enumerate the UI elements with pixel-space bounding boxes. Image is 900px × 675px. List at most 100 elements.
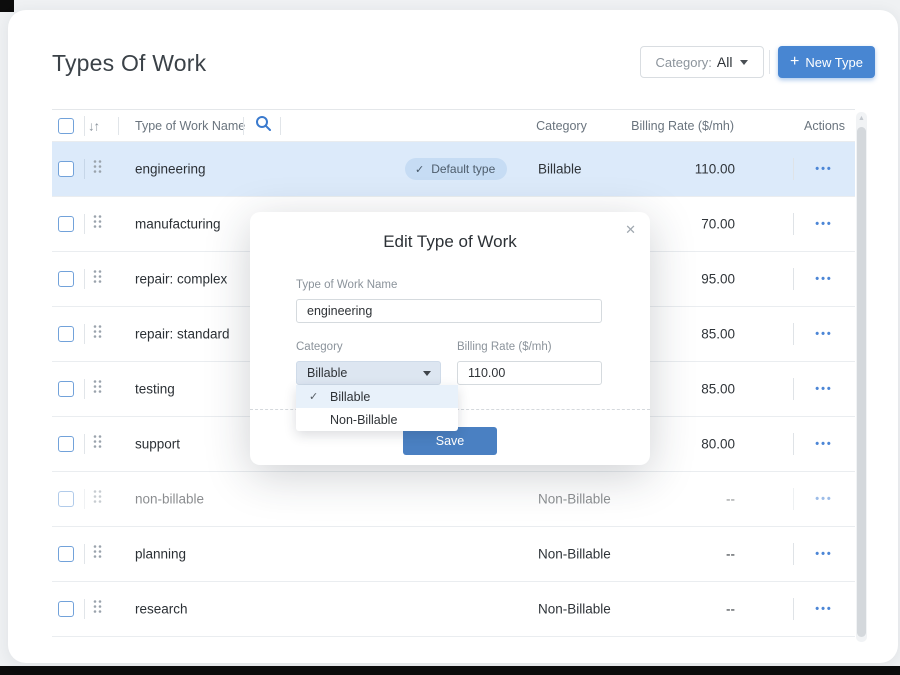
rate-field-label: Billing Rate ($/mh) [457,341,552,353]
category-select-value: Billable [307,366,348,380]
divider [84,159,85,179]
divider [793,213,794,235]
drag-handle-icon[interactable] [93,490,102,509]
divider [793,323,794,345]
row-name: engineering [135,161,206,177]
row-category: Non-Billable [538,491,611,507]
frame-corner-artifact [0,0,14,12]
letterbox-bar [0,666,900,675]
type-of-work-name-input[interactable] [296,299,602,323]
divider [793,268,794,290]
divider [243,116,244,135]
new-type-label: New Type [805,54,863,70]
divider [84,214,85,234]
category-filter-dropdown[interactable]: Category: All [640,46,764,78]
drag-handle-icon[interactable] [93,215,102,234]
divider [793,488,794,510]
column-header-actions: Actions [804,118,845,133]
divider [793,598,794,620]
modal-title: Edit Type of Work [383,232,517,251]
divider [84,544,85,564]
row-actions-button[interactable]: ••• [815,493,833,505]
drag-handle-icon[interactable] [93,160,102,179]
chevron-down-icon [423,370,431,376]
row-rate: 110.00 [694,161,735,177]
row-name: repair: complex [135,271,228,287]
row-checkbox[interactable] [58,161,74,177]
billing-rate-input[interactable] [457,361,602,385]
divider [84,489,85,509]
row-checkbox[interactable] [58,381,74,397]
dropdown-option-non-billable[interactable]: Non-Billable [296,408,458,431]
column-header-name[interactable]: Type of Work Name [135,118,246,133]
row-actions-button[interactable]: ••• [815,383,833,395]
check-icon: ✓ [309,391,319,403]
category-filter-label: Category: [655,54,712,70]
category-select[interactable]: Billable [296,361,441,385]
divider [84,324,85,344]
drag-handle-icon[interactable] [93,435,102,454]
plus-icon: + [790,52,800,70]
table-row[interactable]: support 80.00 ••• [52,417,855,472]
divider [793,543,794,565]
check-icon: ✓ [415,163,425,176]
row-actions-button[interactable]: ••• [815,218,833,230]
new-type-button[interactable]: + New Type [778,46,875,78]
save-button[interactable]: Save [403,427,497,455]
scroll-up-icon[interactable]: ▲ [858,115,865,122]
table-row[interactable]: research Non-Billable -- ••• [52,582,855,637]
row-name: repair: standard [135,326,230,342]
row-rate: 85.00 [701,381,735,397]
row-rate: -- [726,601,735,617]
row-checkbox[interactable] [58,326,74,342]
row-checkbox[interactable] [58,546,74,562]
dropdown-option-billable[interactable]: ✓ Billable [296,385,458,408]
row-rate: 95.00 [701,271,735,287]
drag-handle-icon[interactable] [93,380,102,399]
divider [793,158,794,180]
row-checkbox[interactable] [58,491,74,507]
table-row[interactable]: non-billable Non-Billable -- ••• [52,472,855,527]
divider [84,379,85,399]
row-rate: 85.00 [701,326,735,342]
edit-type-of-work-modal: Edit Type of Work ✕ Type of Work Name Ca… [250,212,650,465]
row-actions-button[interactable]: ••• [815,273,833,285]
drag-handle-icon[interactable] [93,545,102,564]
row-actions-button[interactable]: ••• [815,603,833,615]
row-checkbox[interactable] [58,601,74,617]
divider [793,433,794,455]
default-type-label: Default type [431,162,496,176]
row-name: support [135,436,181,452]
category-field-label: Category [296,341,343,353]
row-checkbox[interactable] [58,216,74,232]
row-checkbox[interactable] [58,271,74,287]
category-dropdown-list: ✓ Billable Non-Billable [296,385,458,431]
select-all-checkbox[interactable] [58,117,74,134]
table-row[interactable]: planning Non-Billable -- ••• [52,527,855,582]
scrollbar-thumb[interactable] [857,127,866,637]
row-actions-button[interactable]: ••• [815,548,833,560]
option-label: Billable [330,389,371,404]
row-name: non-billable [135,491,205,507]
column-header-category[interactable]: Category [536,118,587,133]
search-icon[interactable] [255,115,272,137]
divider [84,434,85,454]
row-actions-button[interactable]: ••• [815,438,833,450]
row-actions-button[interactable]: ••• [815,163,833,175]
drag-handle-icon[interactable] [93,270,102,289]
sort-icon[interactable]: ↓↑ [88,118,100,133]
column-header-rate[interactable]: Billing Rate ($/mh) [631,118,734,133]
row-rate: 70.00 [701,216,735,232]
table-row[interactable]: engineering ✓ Default type Billable 110.… [52,142,855,197]
name-field-label: Type of Work Name [296,279,398,291]
row-actions-button[interactable]: ••• [815,328,833,340]
close-icon[interactable]: ✕ [625,222,636,237]
table-scrollbar[interactable]: ▲ [856,112,867,642]
drag-handle-icon[interactable] [93,600,102,619]
row-checkbox[interactable] [58,436,74,452]
row-name: testing [135,381,175,397]
drag-handle-icon[interactable] [93,325,102,344]
option-label: Non-Billable [330,412,398,427]
divider [118,116,119,135]
